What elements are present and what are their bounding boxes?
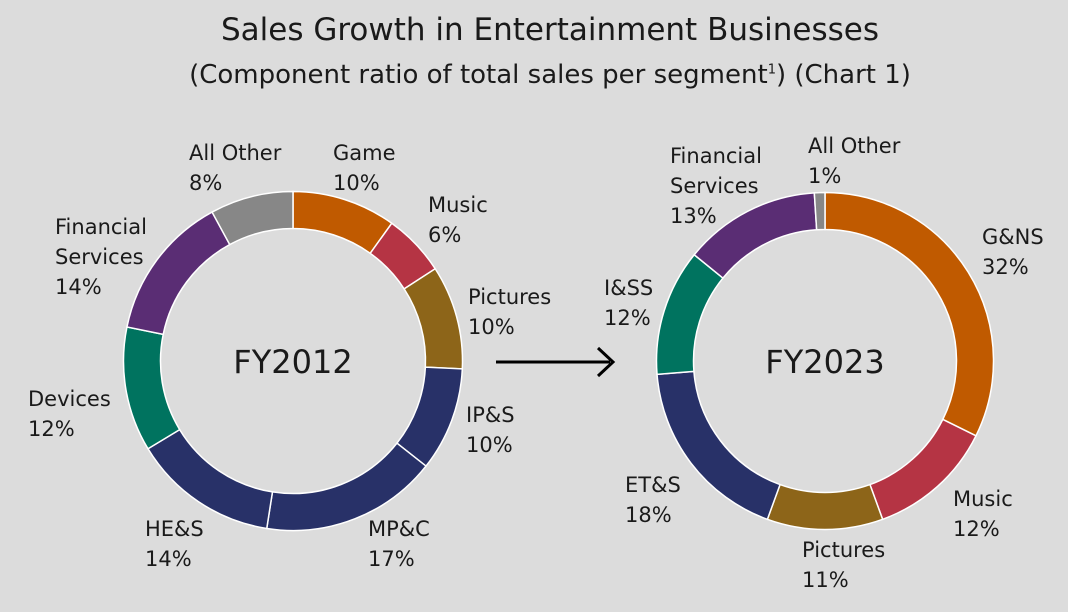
slice-label-pictures: Pictures 10% — [468, 285, 551, 339]
slice-label-music: Music 6% — [428, 193, 488, 247]
slice-g-ns — [824, 191, 995, 437]
slice-label-financial-services: Financial Services 14% — [55, 215, 147, 299]
slice-he-s — [146, 428, 274, 530]
footnote-mark: 1 — [767, 62, 776, 78]
arrow-icon — [496, 346, 616, 378]
slice-et-s — [656, 370, 781, 521]
slice-label-et-s: ET&S 18% — [625, 473, 681, 527]
chart-title: Sales Growth in Entertainment Businesses — [220, 12, 879, 48]
donut-fy2012: Game 10% Music 6% Pictures 10% IP&S 10% MP&C 17% H… — [28, 141, 551, 571]
slice-pictures — [403, 267, 464, 370]
slice-label-ip-s: IP&S 10% — [466, 403, 515, 457]
donut-fy2023: G&NS 32% Music 12% Pictures 11% ET&S 18% I&SS 12%… — [604, 134, 1044, 592]
slice-label-all-other: All Other 8% — [189, 141, 282, 195]
slice-label-g-ns: G&NS 32% — [982, 225, 1044, 279]
slice-label-i-ss: I&SS 12% — [604, 276, 653, 330]
slice-all-other — [813, 191, 826, 231]
chart-subtitle: (Component ratio of total sales per segm… — [0, 60, 1068, 90]
subtitle-tail: ) (Chart 1) — [775, 60, 911, 90]
slice-all-other — [211, 190, 294, 246]
slice-i-ss — [655, 253, 724, 376]
slice-label-music: Music 12% — [953, 487, 1013, 541]
slice-label-mp-c: MP&C 17% — [368, 517, 430, 571]
slice-label-devices: Devices 12% — [28, 387, 111, 441]
slice-label-pictures: Pictures 11% — [802, 538, 885, 592]
slice-label-all-other: All Other 1% — [808, 134, 901, 188]
subtitle-main: (Component ratio of total sales per segm… — [189, 60, 768, 90]
slice-label-financial-services: Financial Services 13% — [670, 144, 762, 228]
donut-center-label: FY2023 — [765, 343, 884, 381]
donut-center-label: FY2012 — [233, 343, 352, 381]
slice-devices — [122, 326, 181, 450]
slice-label-game: Game 10% — [333, 141, 396, 195]
slice-label-he-s: HE&S 14% — [145, 517, 204, 571]
slice-pictures — [766, 483, 884, 531]
